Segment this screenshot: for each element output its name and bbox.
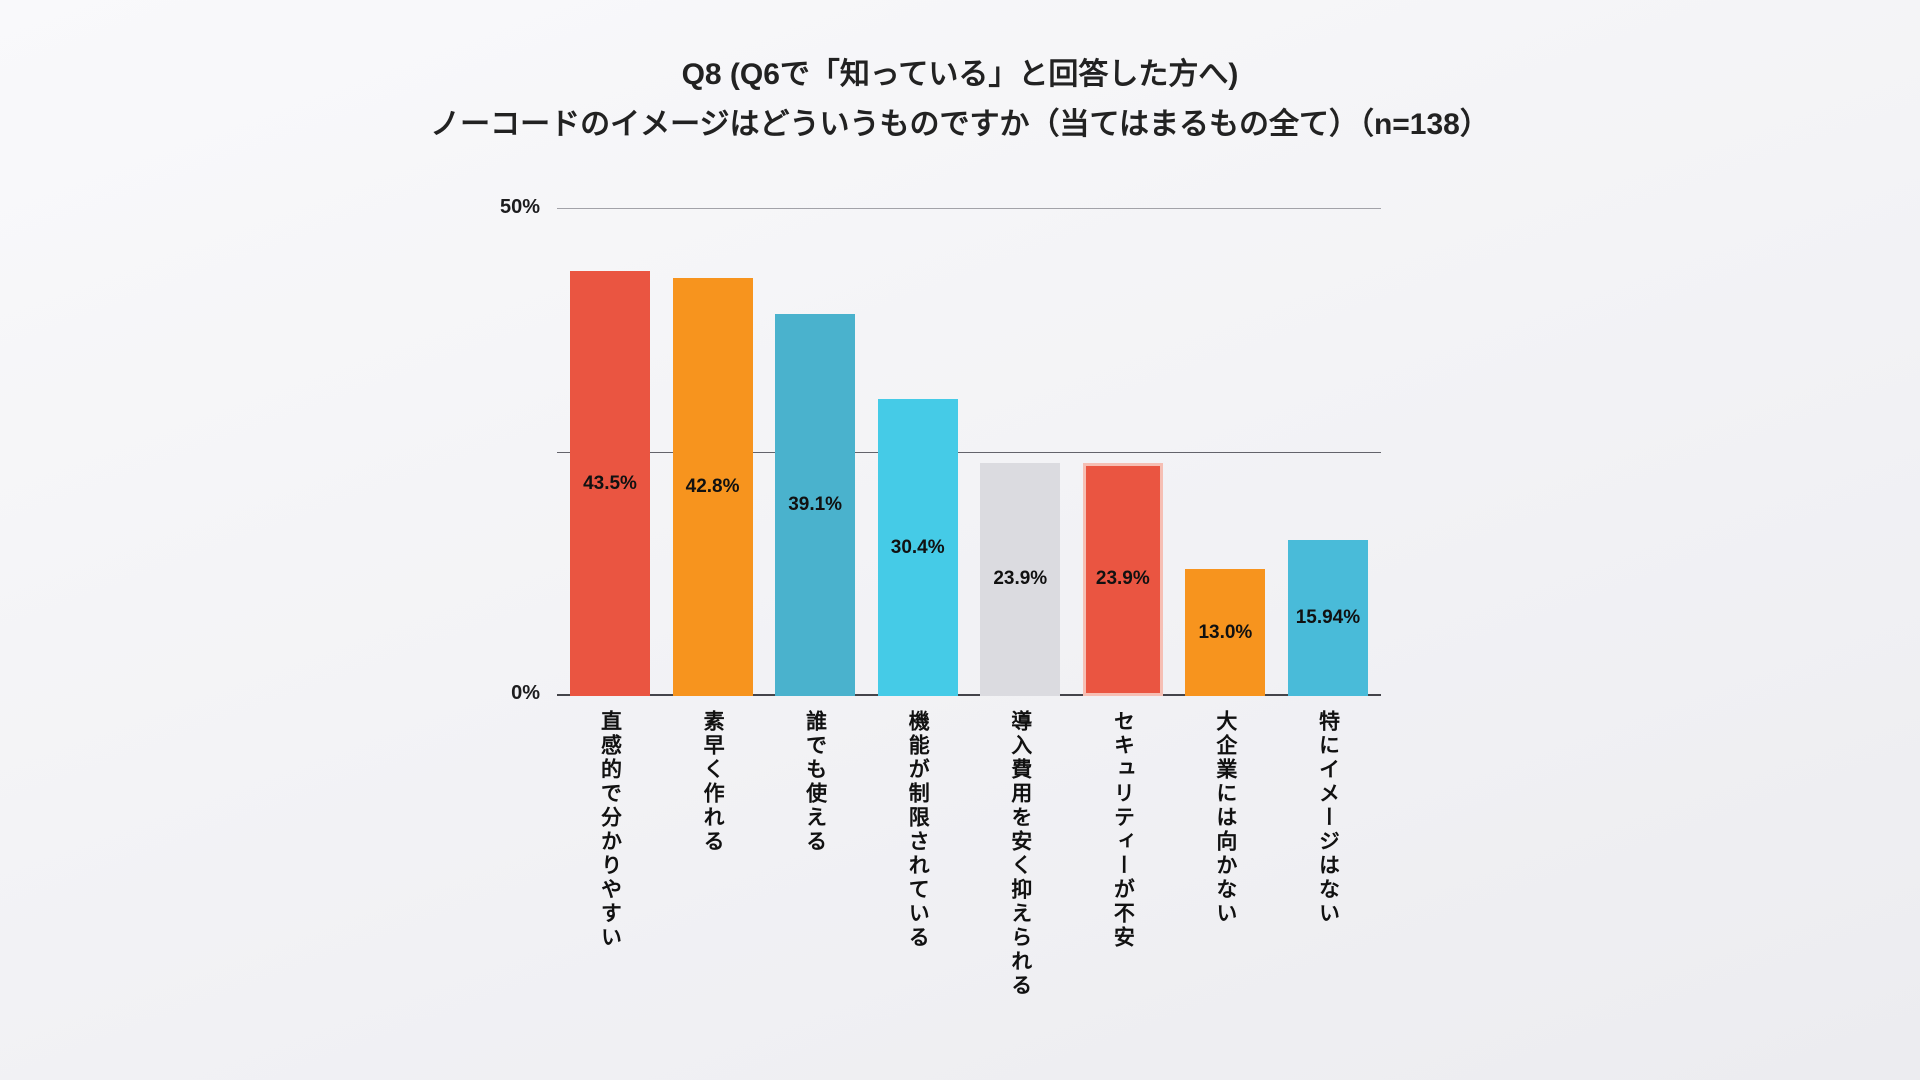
bar-category-wrap: セキュリティーが不安 bbox=[1083, 710, 1163, 950]
y-axis-min-label: 0% bbox=[511, 682, 540, 704]
bar-value-label: 30.4% bbox=[890, 536, 945, 558]
bar: 42.8% bbox=[672, 278, 753, 696]
bar-category-wrap: 直感的で分かりやすい bbox=[570, 710, 650, 950]
bar-category-label: 誰でも使える bbox=[803, 710, 827, 854]
bar-column: 23.9% セキュリティーが不安 bbox=[1082, 208, 1163, 950]
bar-column: 13.0% 大企業には向かない bbox=[1185, 208, 1266, 926]
bars: 43.5% 直感的で分かりやすい 42.8% 素早く作れる 39.1% 誰でも使… bbox=[557, 208, 1381, 998]
bar-category-wrap: 導入費用を安く抑えられる bbox=[980, 710, 1060, 998]
chart-title-line2: ノーコードのイメージはどういうものですか（当てはまるもの全て）（n=138） bbox=[430, 107, 1490, 141]
bar-category-wrap: 誰でも使える bbox=[775, 710, 855, 854]
bar-category-label: 導入費用を安く抑えられる bbox=[1008, 710, 1032, 998]
bar-value-label: 13.0% bbox=[1198, 621, 1253, 643]
bar: 23.9% bbox=[980, 462, 1061, 696]
gridline-25-percent bbox=[557, 452, 1381, 453]
bar: 15.94% bbox=[1287, 540, 1368, 696]
bar-chart: 43.5% 直感的で分かりやすい 42.8% 素早く作れる 39.1% 誰でも使… bbox=[557, 208, 1381, 998]
bar-category-label: 特にイメージはない bbox=[1316, 710, 1340, 926]
bar-category-label: 素早く作れる bbox=[701, 710, 725, 854]
bar-value-label: 39.1% bbox=[788, 494, 843, 516]
bar-value-label: 15.94% bbox=[1295, 607, 1361, 629]
bar-value-label: 23.9% bbox=[1095, 568, 1150, 590]
bar-column: 15.94% 特にイメージはない bbox=[1287, 208, 1368, 926]
bar-value-label: 43.5% bbox=[583, 472, 637, 494]
bar-category-wrap: 機能が制限されている bbox=[878, 710, 958, 950]
bar-value-label: 42.8% bbox=[685, 476, 740, 498]
bar: 43.5% bbox=[570, 271, 650, 696]
bar: 23.9% bbox=[1082, 462, 1163, 696]
bar-column: 30.4% 機能が制限されている bbox=[877, 208, 958, 950]
bar-category-wrap: 特にイメージはない bbox=[1288, 710, 1368, 926]
bar-column: 42.8% 素早く作れる bbox=[672, 208, 753, 854]
x-axis-baseline bbox=[557, 694, 1381, 696]
bar-category-label: 直感的で分かりやすい bbox=[598, 710, 622, 950]
bar-category-wrap: 素早く作れる bbox=[673, 710, 753, 854]
bar-value-label: 23.9% bbox=[993, 568, 1048, 590]
bar-column: 39.1% 誰でも使える bbox=[775, 208, 856, 854]
chart-title: Q8 (Q6で「知っている」と回答した方へ) ノーコードのイメージはどういうもの… bbox=[0, 50, 1920, 149]
chart-title-line1: Q8 (Q6で「知っている」と回答した方へ) bbox=[681, 58, 1239, 91]
bar-category-label: 大企業には向かない bbox=[1213, 710, 1237, 926]
bar-column: 43.5% 直感的で分かりやすい bbox=[570, 208, 650, 950]
bar: 39.1% bbox=[775, 314, 856, 696]
gridline-50-percent bbox=[557, 208, 1381, 209]
bar: 30.4% bbox=[877, 399, 958, 696]
bar-category-label: セキュリティーが不安 bbox=[1111, 710, 1135, 950]
y-axis-max-label: 50% bbox=[499, 196, 540, 218]
bar-category-wrap: 大企業には向かない bbox=[1185, 710, 1265, 926]
bar-category-label: 機能が制限されている bbox=[906, 710, 930, 950]
bar: 13.0% bbox=[1185, 569, 1266, 696]
bar-column: 23.9% 導入費用を安く抑えられる bbox=[980, 208, 1061, 998]
